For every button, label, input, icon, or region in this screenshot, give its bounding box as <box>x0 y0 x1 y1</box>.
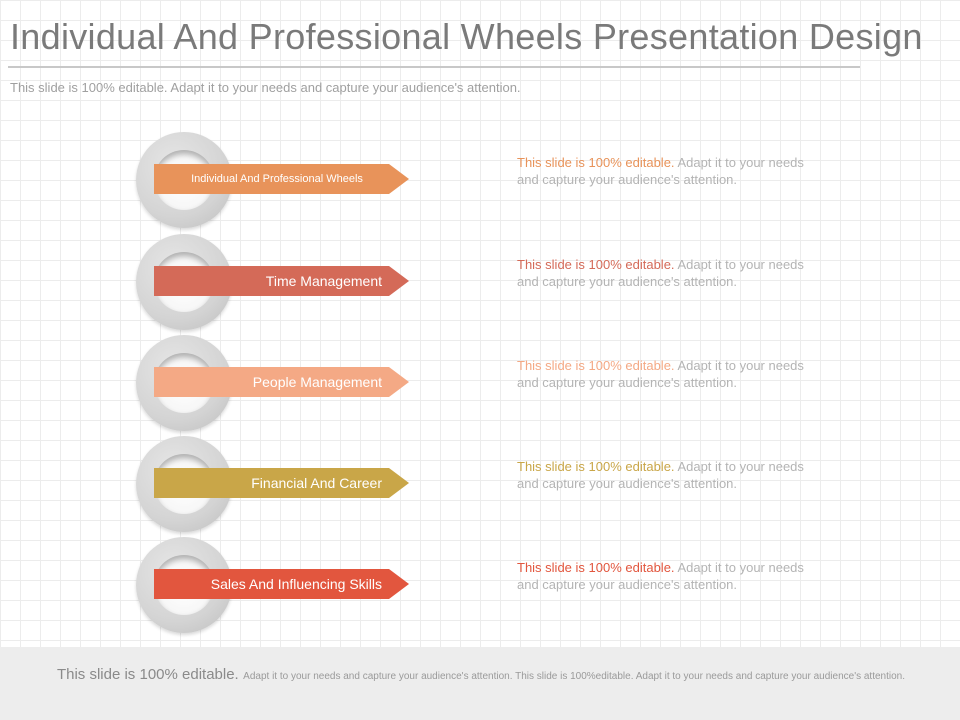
description-body: Adapt it to your needs and capture your … <box>517 358 804 390</box>
wheel-arrow-banner: Time Management <box>154 266 409 296</box>
footer-bar: This slide is 100% editable. Adapt it to… <box>0 647 960 720</box>
description-body: Adapt it to your needs and capture your … <box>517 560 804 592</box>
wheel-arrow-banner: Sales And Influencing Skills <box>154 569 409 599</box>
footer-lead: This slide is 100% editable. <box>56 666 239 683</box>
slide-subtitle: This slide is 100% editable. Adapt it to… <box>10 80 521 95</box>
description-lead: This slide is 100% editable. <box>517 358 675 373</box>
wheel-label: People Management <box>252 374 382 390</box>
wheel-row-financial-career: Financial And Career This slide is 100% … <box>0 436 960 532</box>
wheel-description: This slide is 100% editable. Adapt it to… <box>517 458 817 492</box>
wheel-row-sales-influencing: Sales And Influencing Skills This slide … <box>0 537 960 633</box>
wheel-label: Financial And Career <box>251 475 382 491</box>
footer-body: Adapt it to your needs and capture your … <box>243 671 906 682</box>
wheel-label: Sales And Influencing Skills <box>210 576 382 592</box>
arrow-banner-shape <box>154 266 409 296</box>
footer-text: This slide is 100% editable. Adapt it to… <box>10 667 952 684</box>
arrow-banner-shape <box>154 468 409 498</box>
arrow-banner-shape <box>154 569 409 599</box>
description-lead: This slide is 100% editable. <box>517 257 675 272</box>
description-body: Adapt it to your needs and capture your … <box>517 155 804 187</box>
arrow-banner-shape <box>154 164 409 194</box>
title-divider <box>8 66 860 68</box>
wheel-label: Individual And Professional Wheels <box>191 173 363 185</box>
description-body: Adapt it to your needs and capture your … <box>517 459 804 491</box>
wheel-description: This slide is 100% editable. Adapt it to… <box>517 357 817 391</box>
description-lead: This slide is 100% editable. <box>517 560 675 575</box>
wheel-row-people-management: People Management This slide is 100% edi… <box>0 335 960 431</box>
wheel-arrow-banner: People Management <box>154 367 409 397</box>
wheel-description: This slide is 100% editable. Adapt it to… <box>517 154 817 188</box>
slide-title: Individual And Professional Wheels Prese… <box>10 16 923 57</box>
arrow-banner-shape <box>154 367 409 397</box>
wheel-arrow-banner: Individual And Professional Wheels <box>154 164 409 194</box>
description-lead: This slide is 100% editable. <box>517 459 675 474</box>
wheel-arrow-banner: Financial And Career <box>154 468 409 498</box>
description-lead: This slide is 100% editable. <box>517 155 675 170</box>
wheel-row-individual-professional: Individual And Professional Wheels This … <box>0 132 960 228</box>
wheel-description: This slide is 100% editable. Adapt it to… <box>517 256 817 290</box>
wheel-row-time-management: Time Management This slide is 100% edita… <box>0 234 960 330</box>
wheel-label: Time Management <box>265 273 382 289</box>
wheel-description: This slide is 100% editable. Adapt it to… <box>517 559 817 593</box>
description-body: Adapt it to your needs and capture your … <box>517 257 804 289</box>
